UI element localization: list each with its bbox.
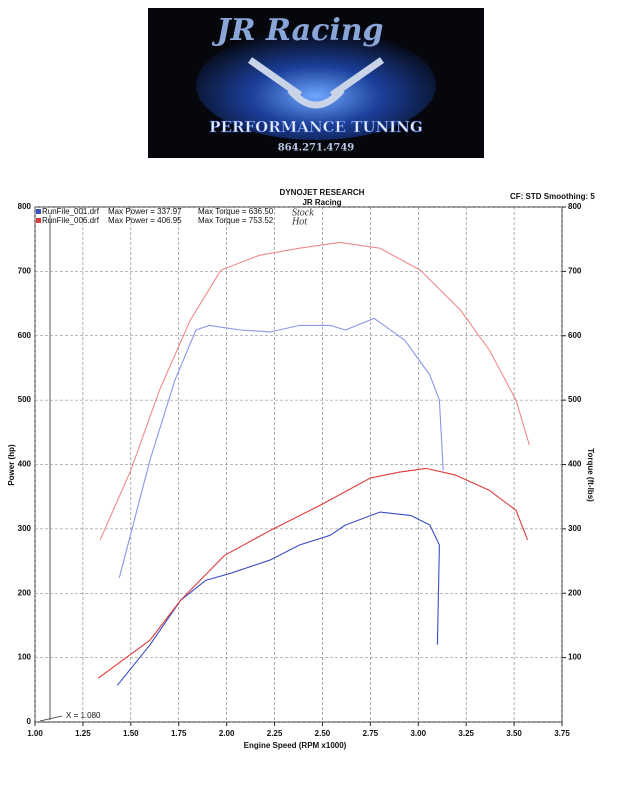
x-tick-label: 2.25 <box>267 729 283 738</box>
y2-tick-label: 500 <box>568 395 582 404</box>
y-tick-label: 200 <box>18 588 32 597</box>
x-tick-label: 2.75 <box>363 729 379 738</box>
y-tick-label: 100 <box>18 653 32 662</box>
y2-tick-label: 600 <box>568 331 582 340</box>
logo-name: JR Racing <box>211 13 383 48</box>
legend-name: RunFile_001.drf <box>42 207 100 216</box>
logo-tagline: PERFORMANCE TUNING <box>209 118 422 136</box>
y-tick-label: 400 <box>18 460 32 469</box>
x-tick-label: 3.00 <box>410 729 426 738</box>
x-tick-label: 3.25 <box>458 729 474 738</box>
x-tick-label: 3.50 <box>506 729 522 738</box>
x-tick-label: 1.50 <box>123 729 139 738</box>
legend-swatch <box>36 218 41 223</box>
chart-subtitle: JR Racing <box>302 198 341 207</box>
y2-tick-label: 800 <box>568 202 582 211</box>
y-tick-label: 300 <box>18 524 32 533</box>
legend-note: Stock <box>292 207 314 218</box>
settings: CF: STD Smoothing: 5 <box>510 192 595 201</box>
y2-tick-label: 200 <box>568 588 582 597</box>
y2-tick-label: 100 <box>568 653 582 662</box>
series-line <box>118 317 444 578</box>
chart-title: DYNOJET RESEARCH <box>280 188 365 197</box>
y-tick-label: 600 <box>18 331 32 340</box>
logo: JR Racing PERFORMANCE TUNING 864.271.474… <box>148 8 484 158</box>
y-tick-label: 800 <box>18 202 32 211</box>
x-axis-label: Engine Speed (RPM x1000) <box>244 741 347 750</box>
x-tick-label: 2.50 <box>315 729 331 738</box>
x-tick-label: 1.75 <box>171 729 187 738</box>
series-line <box>97 467 529 679</box>
y2-tick-label: 700 <box>568 266 582 275</box>
series-line <box>99 241 530 541</box>
x-tick-label: 3.75 <box>554 729 570 738</box>
legend-name: RunFile_006.drf <box>42 216 100 225</box>
cursor-pointer <box>39 715 63 722</box>
legend-note: Hot <box>291 216 307 227</box>
legend-torque: Max Torque = 753.52 <box>198 216 274 225</box>
x-tick-label: 2.00 <box>219 729 235 738</box>
y2-tick-label: 300 <box>568 524 582 533</box>
cursor-label: X = 1.080 <box>66 711 101 720</box>
logo-pistons <box>247 57 385 109</box>
x-tick-label: 1.25 <box>75 729 91 738</box>
legend-swatch <box>36 209 41 214</box>
x-tick-label: 1.00 <box>27 729 43 738</box>
y-axis-label: Power (hp) <box>7 444 16 486</box>
y2-tick-label: 400 <box>568 460 582 469</box>
y-tick-label: 0 <box>27 717 32 726</box>
legend-power: Max Power = 337.97 <box>108 207 182 216</box>
y2-axis-label: Torque (ft-lbs) <box>586 448 595 502</box>
y-tick-label: 500 <box>18 395 32 404</box>
logo-flames <box>196 30 436 140</box>
legend-power: Max Power = 406.95 <box>108 216 182 225</box>
series-line <box>116 511 440 686</box>
legend-torque: Max Torque = 636.50 <box>198 207 274 216</box>
logo-phone: 864.271.4749 <box>278 143 355 154</box>
y-tick-label: 700 <box>18 266 32 275</box>
